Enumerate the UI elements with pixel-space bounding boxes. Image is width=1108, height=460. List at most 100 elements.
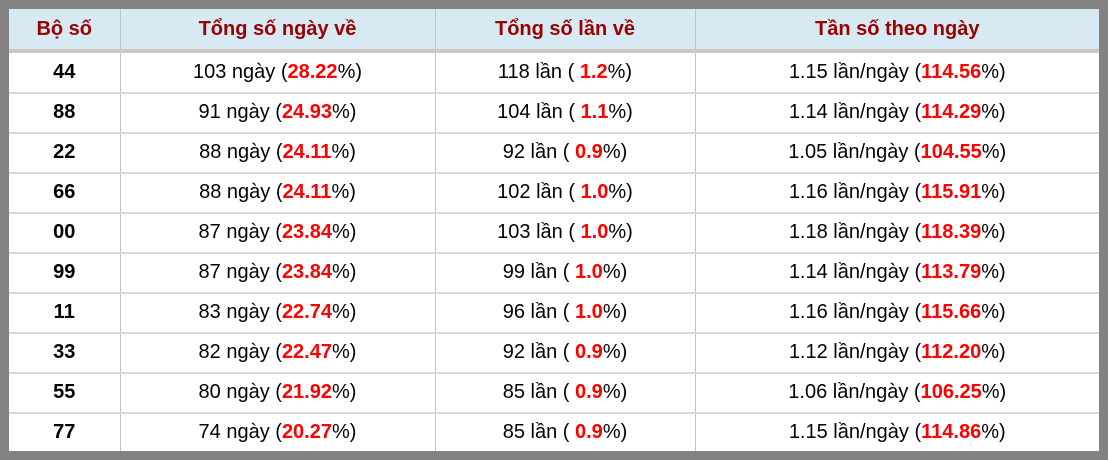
freq-text: 1.14 lần/ngày ( <box>788 261 922 284</box>
times-cell: 118 lần ( 1.2%) <box>434 51 695 93</box>
pair-value: 11 <box>53 301 75 324</box>
days-suffix: %) <box>337 60 363 83</box>
days-percent: 24.93 <box>281 101 332 124</box>
freq-suffix: %) <box>981 301 1006 324</box>
days-text: 80 ngày ( <box>198 381 282 404</box>
pair-cell: 22 <box>9 131 120 173</box>
days-percent: 28.22 <box>287 60 338 83</box>
freq-text: 1.05 lần/ngày ( <box>788 141 921 164</box>
freq-suffix: %) <box>981 261 1006 284</box>
times-suffix: %) <box>602 261 628 284</box>
days-percent: 21.92 <box>281 381 332 404</box>
days-suffix: %) <box>331 181 356 204</box>
days-suffix: %) <box>331 141 356 164</box>
pair-cell: 77 <box>9 411 120 451</box>
pair-cell: 66 <box>9 171 120 213</box>
freq-percent: 115.66 <box>921 301 982 324</box>
times-suffix: %) <box>602 420 628 443</box>
pair-value: 00 <box>53 221 76 244</box>
freq-cell: 1.14 lần/ngày (114.29%) <box>694 91 1099 133</box>
days-cell: 91 ngày (24.93%) <box>119 91 435 133</box>
freq-percent: 104.55 <box>920 141 982 164</box>
times-text: 85 lần ( <box>502 381 575 404</box>
freq-suffix: %) <box>981 60 1006 83</box>
days-suffix: %) <box>332 341 357 364</box>
days-suffix: %) <box>332 381 357 404</box>
pair-cell: 55 <box>9 371 120 413</box>
freq-suffix: %) <box>981 341 1006 364</box>
freq-percent: 118.39 <box>921 221 982 244</box>
table-row: 11 83 ngày (22.74%) 96 lần ( 1.0%) 1.16 … <box>9 291 1099 333</box>
times-text: 104 lần ( <box>497 101 581 124</box>
times-suffix: %) <box>608 101 633 124</box>
pair-cell: 33 <box>9 331 120 373</box>
freq-percent: 114.56 <box>921 60 982 83</box>
pair-cell: 88 <box>9 91 120 133</box>
days-percent: 24.11 <box>282 141 332 164</box>
days-text: 87 ngày ( <box>198 261 282 284</box>
times-percent: 1.2 <box>579 60 608 83</box>
freq-suffix: %) <box>981 141 1007 164</box>
column-header-days: Tổng số ngày về <box>119 9 435 53</box>
times-cell: 103 lần ( 1.0%) <box>434 211 695 253</box>
pair-value: 55 <box>53 381 76 404</box>
days-cell: 88 ngày (24.11%) <box>119 131 435 173</box>
freq-percent: 114.29 <box>921 101 982 124</box>
times-cell: 85 lần ( 0.9%) <box>434 371 695 413</box>
header-row: Bộ số Tổng số ngày về Tổng số lần về Tần… <box>9 9 1099 53</box>
freq-cell: 1.05 lần/ngày (104.55%) <box>694 131 1099 173</box>
times-percent: 1.0 <box>575 261 603 284</box>
lottery-pair-stats-table: Bộ số Tổng số ngày về Tổng số lần về Tần… <box>9 9 1099 451</box>
pair-cell: 99 <box>9 251 120 293</box>
freq-text: 1.12 lần/ngày ( <box>788 341 922 364</box>
times-cell: 102 lần ( 1.0%) <box>434 171 695 213</box>
freq-text: 1.15 lần/ngày ( <box>788 60 922 83</box>
days-cell: 87 ngày (23.84%) <box>119 211 435 253</box>
table-row: 88 91 ngày (24.93%) 104 lần ( 1.1%) 1.14… <box>9 91 1099 133</box>
freq-cell: 1.14 lần/ngày (113.79%) <box>694 251 1099 293</box>
freq-text: 1.16 lần/ngày ( <box>788 301 922 324</box>
freq-percent: 106.25 <box>920 381 982 404</box>
table-row: 44 103 ngày (28.22%) 118 lần ( 1.2%) 1.1… <box>9 51 1099 93</box>
pair-value: 99 <box>53 261 76 284</box>
pair-value: 22 <box>53 141 76 164</box>
pair-value: 88 <box>53 101 76 124</box>
table-row: 55 80 ngày (21.92%) 85 lần ( 0.9%) 1.06 … <box>9 371 1099 413</box>
freq-percent: 115.91 <box>921 181 982 204</box>
freq-suffix: %) <box>981 221 1006 244</box>
freq-percent: 114.86 <box>921 420 982 443</box>
times-percent: 0.9 <box>575 420 603 443</box>
times-suffix: %) <box>608 221 633 244</box>
times-percent: 0.9 <box>575 381 603 404</box>
times-text: 118 lần ( <box>497 60 580 83</box>
days-percent: 22.74 <box>281 301 332 324</box>
days-suffix: %) <box>332 221 357 244</box>
times-text: 96 lần ( <box>502 301 575 324</box>
column-header-times: Tổng số lần về <box>434 9 695 53</box>
freq-suffix: %) <box>981 381 1007 404</box>
days-percent: 23.84 <box>281 221 332 244</box>
days-suffix: %) <box>332 101 357 124</box>
pair-value: 44 <box>53 60 76 83</box>
times-cell: 92 lần ( 0.9%) <box>434 331 695 373</box>
days-text: 83 ngày ( <box>198 301 282 324</box>
column-header-freq: Tần số theo ngày <box>694 9 1099 53</box>
times-percent: 1.0 <box>575 301 603 324</box>
freq-percent: 112.20 <box>921 341 982 364</box>
times-suffix: %) <box>602 341 628 364</box>
freq-suffix: %) <box>981 101 1006 124</box>
times-suffix: %) <box>607 60 633 83</box>
days-suffix: %) <box>332 261 357 284</box>
column-header-pair: Bộ số <box>9 9 120 53</box>
times-percent: 1.0 <box>580 181 609 204</box>
freq-text: 1.16 lần/ngày ( <box>788 181 922 204</box>
times-cell: 104 lần ( 1.1%) <box>434 91 695 133</box>
freq-cell: 1.12 lần/ngày (112.20%) <box>694 331 1099 373</box>
times-percent: 0.9 <box>575 341 603 364</box>
times-suffix: %) <box>602 141 628 164</box>
days-text: 74 ngày ( <box>198 420 282 443</box>
table-row: 00 87 ngày (23.84%) 103 lần ( 1.0%) 1.18… <box>9 211 1099 253</box>
times-text: 99 lần ( <box>502 261 575 284</box>
freq-percent: 113.79 <box>921 261 982 284</box>
times-suffix: %) <box>608 181 633 204</box>
